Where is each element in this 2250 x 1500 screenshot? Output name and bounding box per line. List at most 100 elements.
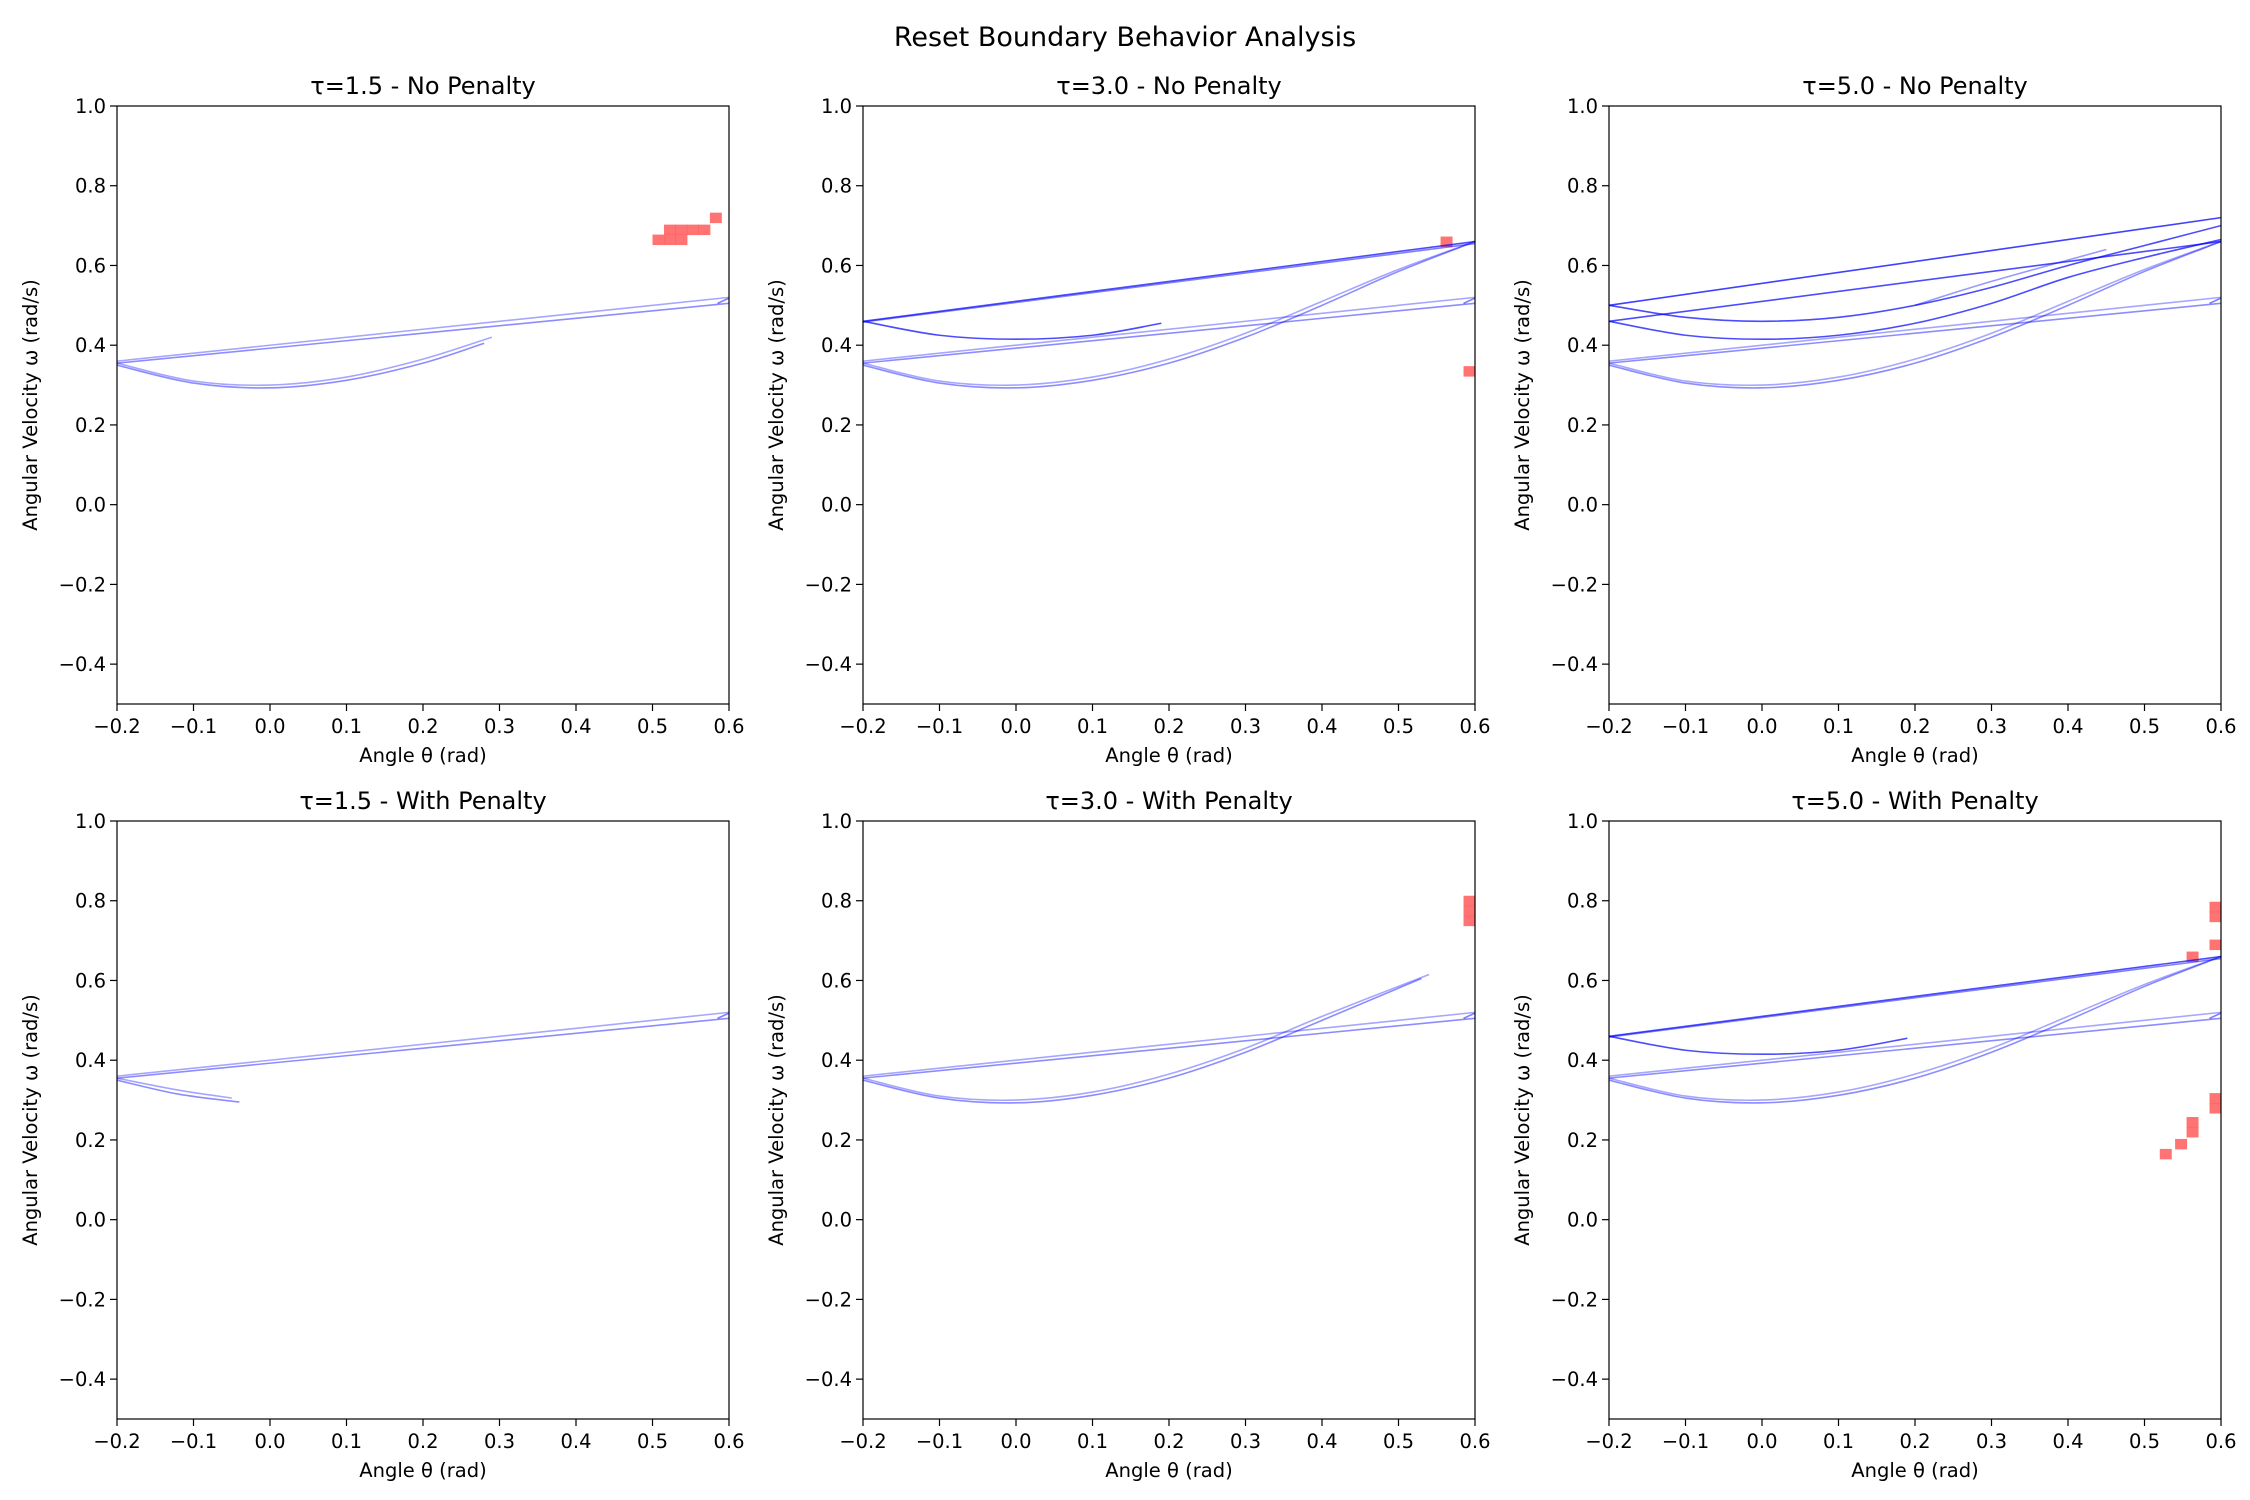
- reset-cell: [2209, 1103, 2221, 1114]
- y-tick-label: 0.0: [821, 1209, 852, 1232]
- x-tick-label: 0.6: [2205, 1430, 2236, 1453]
- y-tick-label: 0.2: [1567, 1129, 1598, 1152]
- y-tick-label: 1.0: [821, 810, 852, 833]
- x-tick-label: 0.3: [1976, 1430, 2007, 1453]
- trajectory-line: [863, 296, 1475, 362]
- x-tick-label: 0.3: [484, 1430, 515, 1453]
- trajectory-line: [863, 302, 1475, 364]
- y-axis-label: Angular Velocity ω (rad/s): [1511, 994, 1534, 1246]
- y-tick-label: −0.2: [1551, 573, 1598, 596]
- y-tick-label: 0.2: [821, 414, 852, 437]
- y-tick-label: −0.2: [59, 573, 106, 596]
- axes-frame: [862, 820, 1476, 1420]
- x-tick-label: −0.1: [916, 715, 963, 738]
- x-tick-label: −0.1: [1662, 1430, 1709, 1453]
- trajectory-line: [117, 296, 729, 362]
- y-tick-label: −0.4: [59, 653, 106, 676]
- x-tick-label: 0.2: [1899, 715, 1930, 738]
- trajectory-line: [863, 242, 1475, 323]
- reset-cell: [2186, 951, 2199, 963]
- subplot-title: τ=3.0 - With Penalty: [1045, 787, 1292, 815]
- y-tick-label: 0.0: [821, 494, 852, 517]
- x-tick-label: −0.1: [916, 1430, 963, 1453]
- y-tick-label: −0.4: [805, 1368, 852, 1391]
- trajectory-line: [1609, 296, 2221, 362]
- x-axis-label: Angle θ (rad): [1105, 744, 1232, 767]
- trajectory-line: [863, 1011, 1475, 1077]
- trajectory-line: [863, 240, 1475, 389]
- y-tick-label: −0.4: [1551, 1368, 1598, 1391]
- x-tick-label: 0.6: [1459, 715, 1490, 738]
- x-tick-label: 0.4: [560, 1430, 591, 1453]
- plot-area: [1609, 901, 2221, 1160]
- y-tick-label: 0.6: [75, 969, 106, 992]
- x-tick-label: 0.5: [1383, 1430, 1414, 1453]
- y-tick-label: 0.6: [75, 254, 106, 277]
- x-tick-label: 0.2: [1153, 1430, 1184, 1453]
- x-axis-label: Angle θ (rad): [1105, 1459, 1232, 1482]
- reset-cell: [2186, 1117, 2199, 1128]
- x-tick-label: 0.2: [407, 715, 438, 738]
- x-tick-label: −0.2: [839, 715, 886, 738]
- x-tick-label: 0.3: [1976, 715, 2007, 738]
- y-tick-label: 0.8: [821, 890, 852, 913]
- subplot-title: τ=1.5 - No Penalty: [310, 72, 536, 100]
- reset-cell: [652, 234, 665, 246]
- reset-cell: [1463, 895, 1475, 907]
- x-axis-label: Angle θ (rad): [1851, 1459, 1978, 1482]
- trajectory-line: [1609, 224, 2221, 323]
- reset-cell: [2175, 1138, 2188, 1150]
- y-tick-label: 0.4: [75, 334, 106, 357]
- x-tick-label: −0.2: [1585, 1430, 1632, 1453]
- subplot-title: τ=3.0 - No Penalty: [1056, 72, 1282, 100]
- reset-cell: [2209, 911, 2221, 923]
- trajectory-line: [1609, 955, 2221, 1102]
- x-tick-label: 0.4: [560, 715, 591, 738]
- reset-cell: [698, 224, 711, 236]
- y-tick-label: −0.2: [59, 1288, 106, 1311]
- y-tick-label: −0.4: [1551, 653, 1598, 676]
- reset-cell: [2209, 901, 2221, 913]
- plot-area: [117, 1011, 729, 1103]
- x-tick-label: 0.5: [637, 1430, 668, 1453]
- trajectory-line: [1609, 240, 2221, 387]
- trajectory-line: [717, 297, 729, 305]
- x-tick-label: 0.0: [1000, 715, 1031, 738]
- trajectory-line: [1463, 1012, 1475, 1020]
- trajectory-line: [1609, 240, 2221, 389]
- x-tick-label: 0.0: [254, 715, 285, 738]
- y-axis-label: Angular Velocity ω (rad/s): [1511, 279, 1534, 531]
- y-tick-label: 0.4: [1567, 1049, 1598, 1072]
- reset-cell: [675, 234, 688, 246]
- x-tick-label: 0.4: [2052, 1430, 2083, 1453]
- plot-area: [117, 212, 729, 389]
- axes-frame: [116, 105, 730, 705]
- subplot-title: τ=5.0 - With Penalty: [1791, 787, 2038, 815]
- trajectory-line: [863, 240, 1475, 323]
- trajectory-line: [863, 977, 1422, 1104]
- y-tick-label: 1.0: [75, 95, 106, 118]
- x-tick-label: 0.0: [1000, 1430, 1031, 1453]
- reset-cell: [2159, 1148, 2172, 1160]
- y-tick-label: 0.2: [1567, 414, 1598, 437]
- x-tick-label: 0.6: [713, 1430, 744, 1453]
- trajectory-line: [1609, 957, 2221, 1038]
- y-tick-label: 0.4: [821, 334, 852, 357]
- trajectory-line: [717, 1012, 729, 1020]
- y-tick-label: 0.0: [1567, 1209, 1598, 1232]
- trajectory-line: [1609, 955, 2221, 1104]
- trajectory-line: [117, 336, 493, 387]
- y-tick-label: 0.4: [821, 1049, 852, 1072]
- y-tick-label: 0.8: [821, 175, 852, 198]
- y-tick-label: −0.4: [59, 1368, 106, 1391]
- figure-title: Reset Boundary Behavior Analysis: [893, 22, 1357, 53]
- y-tick-label: −0.2: [1551, 1288, 1598, 1311]
- trajectory-line: [1609, 955, 2221, 1038]
- x-tick-label: 0.3: [484, 715, 515, 738]
- y-axis-label: Angular Velocity ω (rad/s): [19, 279, 42, 531]
- y-tick-label: 0.6: [1567, 254, 1598, 277]
- y-tick-label: 0.2: [75, 414, 106, 437]
- x-tick-label: 0.1: [1077, 1430, 1108, 1453]
- trajectory-line: [117, 342, 485, 389]
- x-tick-label: 0.5: [2129, 715, 2160, 738]
